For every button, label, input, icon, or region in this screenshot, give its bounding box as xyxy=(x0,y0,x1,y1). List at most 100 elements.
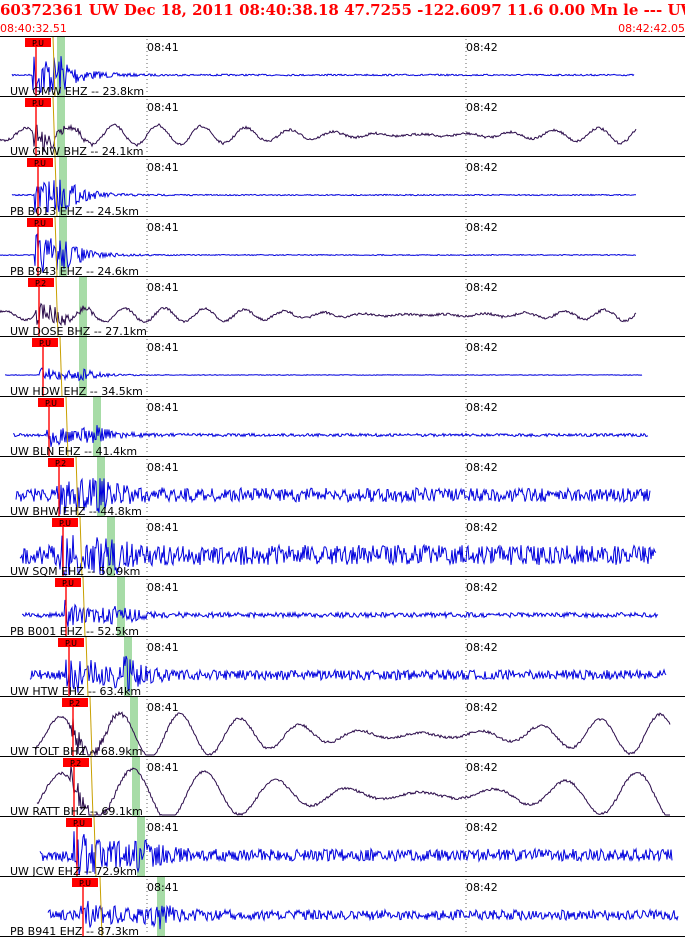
trace-panel: 08:41 08:42 P.2 UW TOLT BHZ -- 68.9km xyxy=(0,696,685,758)
p-pick-marker[interactable] xyxy=(72,878,98,887)
p-pick-label: P.U xyxy=(73,819,85,828)
trace-panel: 08:41 08:42 P.U PB B943 EHZ -- 24.6km xyxy=(0,216,685,278)
seismogram-plot-area: 08:41 08:42 P.U UW GMW EHZ -- 23.8km 08:41 08… xyxy=(0,36,685,938)
waveform-trace xyxy=(34,710,671,757)
p-pick-label: P.2 xyxy=(69,699,80,708)
trace-panel: 08:41 08:42 P.U UW JCW EHZ -- 72.9km xyxy=(0,816,685,878)
time-tick-label: 08:42 xyxy=(466,341,498,354)
origin-line xyxy=(55,276,59,338)
time-tick-label: 08:41 xyxy=(147,701,179,714)
p-pick-label: P.U xyxy=(34,159,46,168)
p-pick-marker[interactable] xyxy=(25,38,51,47)
p-pick-marker[interactable] xyxy=(27,158,53,167)
s-window-marker xyxy=(59,217,67,277)
time-tick-label: 08:41 xyxy=(147,581,179,594)
origin-line xyxy=(52,96,56,158)
window-end-time: 08:42:42.05 xyxy=(618,22,685,35)
time-tick-label: 08:41 xyxy=(147,881,179,894)
time-tick-label: 08:42 xyxy=(466,101,498,114)
trace-panel: 08:41 08:42 P.U PB B941 EHZ -- 87.3km xyxy=(0,876,685,938)
p-pick-marker[interactable] xyxy=(58,638,84,647)
p-pick-label: P.2 xyxy=(70,759,81,768)
time-tick-label: 08:41 xyxy=(147,281,179,294)
station-label: UW BHW EHZ -- 44.8km xyxy=(10,505,142,518)
station-label: UW SQM EHZ -- 50.9km xyxy=(10,565,140,578)
p-pick-label: P.2 xyxy=(35,279,46,288)
p-pick-marker[interactable] xyxy=(62,698,88,707)
origin-line xyxy=(99,876,103,938)
trace-panel: 08:41 08:42 P.2 UW DOSE BHZ -- 27.1km xyxy=(0,276,685,338)
time-tick-label: 08:41 xyxy=(147,101,179,114)
p-pick-label: P.U xyxy=(32,39,44,48)
origin-line xyxy=(52,37,56,98)
waveform-trace xyxy=(5,367,643,382)
time-tick-label: 08:41 xyxy=(147,341,179,354)
trace-panel: 08:41 08:42 P.U PB B001 EHZ -- 52.5km xyxy=(0,576,685,638)
s-window-marker xyxy=(130,697,138,757)
s-window-marker xyxy=(132,757,140,817)
trace-panel: 08:41 08:42 P.U UW BLN EHZ -- 41.4km xyxy=(0,396,685,458)
station-label: PB B013 EHZ -- 24.5km xyxy=(10,205,139,218)
origin-line xyxy=(59,336,63,398)
station-label: UW RATT BHZ -- 69.1km xyxy=(10,805,143,818)
station-label: UW BLN EHZ -- 41.4km xyxy=(10,445,137,458)
p-pick-marker[interactable] xyxy=(32,338,58,347)
p-pick-label: P.U xyxy=(34,219,46,228)
trace-panel: 08:41 08:42 P.U PB B013 EHZ -- 24.5km xyxy=(0,156,685,218)
p-pick-marker[interactable] xyxy=(25,98,51,107)
p-pick-marker[interactable] xyxy=(66,818,92,827)
p-pick-label: P.U xyxy=(59,519,71,528)
time-tick-label: 08:42 xyxy=(466,41,498,54)
time-tick-label: 08:42 xyxy=(466,281,498,294)
trace-panel: 08:41 08:42 P.U UW GNW BHZ -- 24.1km xyxy=(0,96,685,158)
origin-line xyxy=(82,576,86,638)
time-tick-label: 08:41 xyxy=(147,401,179,414)
station-label: UW GNW BHZ -- 24.1km xyxy=(10,145,143,158)
time-tick-label: 08:42 xyxy=(466,521,498,534)
time-tick-label: 08:41 xyxy=(147,161,179,174)
origin-line xyxy=(90,756,94,818)
s-window-marker xyxy=(97,457,105,517)
origin-line xyxy=(85,636,89,698)
p-pick-marker[interactable] xyxy=(63,758,89,767)
s-window-marker xyxy=(59,157,67,217)
s-window-marker xyxy=(57,97,65,157)
waveform-trace xyxy=(39,831,673,876)
p-pick-marker[interactable] xyxy=(48,458,74,467)
time-tick-label: 08:41 xyxy=(147,41,179,54)
trace-panel: 08:41 08:42 P.U UW HDW EHZ -- 34.5km xyxy=(0,336,685,398)
p-pick-marker[interactable] xyxy=(55,578,81,587)
p-pick-label: P.U xyxy=(39,339,51,348)
waveform-trace xyxy=(11,179,636,213)
station-label: UW TOLT BHZ -- 68.9km xyxy=(10,745,143,758)
origin-line xyxy=(79,516,83,578)
p-pick-marker[interactable] xyxy=(27,218,53,227)
station-label: UW JCW EHZ -- 72.9km xyxy=(10,865,137,878)
origin-line xyxy=(75,456,79,518)
time-tick-label: 08:41 xyxy=(147,221,179,234)
station-label: PB B941 EHZ -- 87.3km xyxy=(10,925,139,938)
time-tick-label: 08:42 xyxy=(466,401,498,414)
p-pick-label: P.2 xyxy=(55,459,66,468)
time-tick-label: 08:41 xyxy=(147,761,179,774)
waveform-trace xyxy=(47,900,679,930)
waveform-trace xyxy=(0,233,637,273)
time-tick-label: 08:41 xyxy=(147,641,179,654)
s-window-marker xyxy=(79,337,87,397)
s-window-marker xyxy=(117,577,125,637)
p-pick-marker[interactable] xyxy=(52,518,78,527)
p-pick-label: P.U xyxy=(62,579,74,588)
p-pick-marker[interactable] xyxy=(38,398,64,407)
waveform-trace xyxy=(15,477,651,515)
station-label: UW DOSE BHZ -- 27.1km xyxy=(10,325,147,338)
time-tick-label: 08:42 xyxy=(466,821,498,834)
p-pick-label: P.U xyxy=(65,639,77,648)
waveform-trace xyxy=(29,655,667,694)
p-pick-label: P.U xyxy=(79,879,91,888)
time-tick-label: 08:42 xyxy=(466,761,498,774)
station-label: PB B001 EHZ -- 52.5km xyxy=(10,625,139,638)
trace-panel: 08:41 08:42 P.U UW SQM EHZ -- 50.9km xyxy=(0,516,685,578)
time-tick-label: 08:42 xyxy=(466,881,498,894)
p-pick-marker[interactable] xyxy=(28,278,54,287)
